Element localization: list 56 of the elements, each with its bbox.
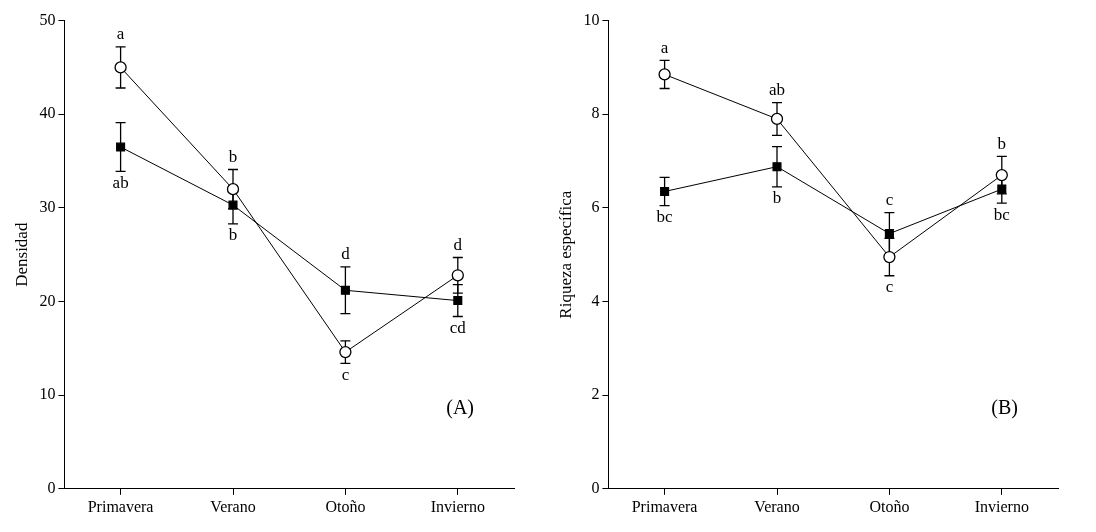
x-tick-label: Otoño [325, 497, 366, 515]
point [772, 162, 782, 172]
point [884, 229, 894, 239]
point [883, 250, 896, 264]
x-tick-label: Verano [210, 497, 256, 515]
y-tick-label: 20 [39, 291, 56, 309]
point [226, 183, 240, 196]
y-axis-title: Riqueza específica [555, 190, 575, 319]
y-tick-label: 4 [591, 291, 600, 309]
annotation: ab [768, 80, 786, 99]
x-tick-label: Verano [754, 497, 800, 515]
annotation: c [885, 190, 894, 210]
annotation: b [997, 133, 1007, 153]
annotation: a [116, 24, 125, 44]
point [339, 345, 352, 359]
point [995, 168, 1008, 182]
point [451, 269, 464, 282]
x-tick-label: Primavera [631, 497, 698, 515]
x-tick-label: Primavera [87, 497, 154, 515]
point [997, 184, 1007, 194]
point [228, 200, 238, 210]
annotation: b [228, 146, 238, 166]
point [658, 68, 671, 81]
y-tick-label: 6 [591, 198, 600, 216]
y-tick-label: 0 [47, 479, 56, 496]
y-tick-label: 0 [591, 479, 600, 496]
annotation: c [341, 364, 350, 384]
annotation: bc [656, 207, 674, 227]
annotation: bc [993, 204, 1011, 224]
y-axis-title: Densidad [11, 222, 31, 287]
annotation: ab [112, 172, 129, 192]
x-tick-label: Invierno [974, 497, 1029, 515]
annotation: c [885, 277, 894, 297]
annotation: (A) [446, 396, 474, 420]
annotation: b [228, 225, 238, 245]
y-tick-label: 40 [39, 104, 56, 122]
annotation: cd [449, 317, 467, 337]
annotation: d [453, 234, 463, 254]
annotation: d [341, 244, 351, 264]
y-tick-label: 30 [39, 198, 56, 216]
point [660, 186, 670, 197]
point [770, 112, 784, 126]
annotation: b [772, 188, 782, 208]
point [340, 285, 350, 295]
y-tick-label: 10 [583, 10, 600, 28]
point [116, 142, 126, 152]
x-tick-label: Otoño [869, 497, 910, 515]
annotation: a [660, 37, 669, 57]
x-tick-label: Invierno [430, 497, 485, 515]
point [114, 61, 127, 74]
point [453, 296, 463, 306]
y-tick-label: 10 [39, 385, 56, 403]
y-tick-label: 50 [39, 10, 56, 28]
y-tick-label: 8 [591, 104, 600, 122]
y-tick-label: 2 [591, 385, 600, 403]
annotation: (B) [991, 396, 1018, 420]
